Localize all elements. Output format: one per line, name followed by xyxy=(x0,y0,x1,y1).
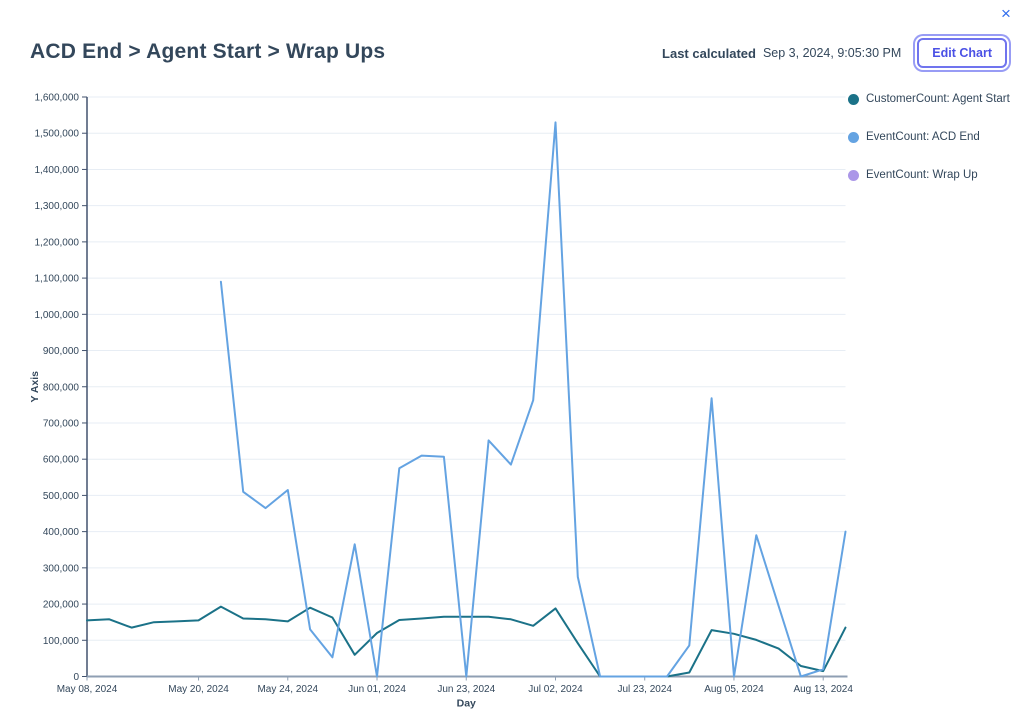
legend-item-label: EventCount: Wrap Up xyxy=(866,169,978,181)
edit-chart-button[interactable]: Edit Chart xyxy=(917,38,1007,68)
y-axis-tick-label: 400,000 xyxy=(43,527,80,538)
page-title: ACD End > Agent Start > Wrap Ups xyxy=(30,40,386,63)
y-axis-tick-label: 1,100,000 xyxy=(35,274,80,285)
close-icon[interactable]: × xyxy=(996,4,1016,24)
chart-legend: CustomerCount: Agent Start EventCount: A… xyxy=(848,93,1010,207)
legend-item-agent-start[interactable]: CustomerCount: Agent Start xyxy=(848,93,1010,105)
x-axis-title: Day xyxy=(457,698,476,710)
y-axis-title: Y Axis xyxy=(29,371,41,403)
header-actions: Last calculated Sep 3, 2024, 9:05:30 PM … xyxy=(662,38,1007,68)
x-axis-tick-label: May 08, 2024 xyxy=(57,684,118,695)
agent-start-series-dot-icon xyxy=(848,93,859,105)
y-axis-tick-label: 1,300,000 xyxy=(35,201,80,212)
last-calculated-timestamp: Sep 3, 2024, 9:05:30 PM xyxy=(762,46,902,60)
x-axis-tick-label: Jun 01, 2024 xyxy=(348,684,406,695)
legend-item-label: EventCount: ACD End xyxy=(866,131,980,143)
acd-end-series-dot-icon xyxy=(848,131,859,143)
x-axis-tick-label: Aug 05, 2024 xyxy=(704,684,764,695)
y-axis-tick-label: 1,200,000 xyxy=(35,237,80,248)
y-axis-tick-label: 1,400,000 xyxy=(35,165,80,176)
y-axis-tick-label: 800,000 xyxy=(43,382,80,393)
last-calculated-label: Last calculated xyxy=(662,45,756,61)
legend-item-wrap-up[interactable]: EventCount: Wrap Up xyxy=(848,169,1010,181)
legend-item-label: CustomerCount: Agent Start xyxy=(866,93,1010,105)
y-axis-tick-label: 1,000,000 xyxy=(35,310,80,321)
series-line xyxy=(86,605,847,678)
y-axis-tick-label: 200,000 xyxy=(43,600,80,611)
y-axis-tick-label: 1,500,000 xyxy=(35,129,80,140)
x-axis-tick-label: May 24, 2024 xyxy=(257,684,318,695)
x-axis-tick-label: Jul 23, 2024 xyxy=(617,684,672,695)
y-axis-tick-label: 300,000 xyxy=(43,563,80,574)
wrap-up-series-dot-icon xyxy=(848,169,859,181)
y-axis-tick-label: 500,000 xyxy=(43,491,80,502)
x-axis-tick-label: Aug 13, 2024 xyxy=(793,684,853,695)
x-axis-tick-label: May 20, 2024 xyxy=(168,684,229,695)
legend-item-acd-end[interactable]: EventCount: ACD End xyxy=(848,131,1010,143)
y-axis-tick-label: 900,000 xyxy=(43,346,80,357)
series-line xyxy=(219,121,847,678)
y-axis-tick-label: 600,000 xyxy=(43,455,80,466)
x-axis-tick-label: Jul 02, 2024 xyxy=(528,684,583,695)
y-axis-tick-label: 1,600,000 xyxy=(35,93,80,104)
y-axis-tick-label: 100,000 xyxy=(43,636,80,647)
y-axis-tick-label: 700,000 xyxy=(43,418,80,429)
y-axis-tick-label: 0 xyxy=(73,672,79,683)
x-axis-tick-label: Jun 23, 2024 xyxy=(437,684,495,695)
